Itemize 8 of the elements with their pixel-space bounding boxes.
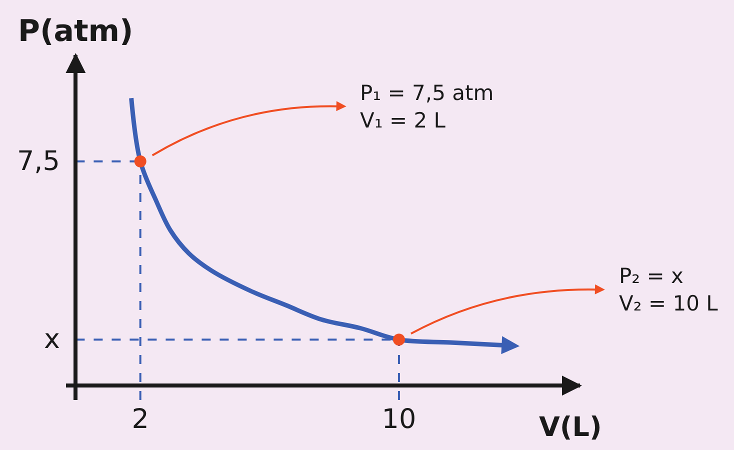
x-axis-title: V(L) — [539, 412, 602, 443]
y-axis-title: P(atm) — [18, 14, 134, 49]
x-tick-label: 2 — [132, 404, 149, 435]
annotation: P₁ = 7,5 atm V₁ = 2 L — [360, 81, 494, 132]
x-tick-label: 10 — [382, 404, 416, 435]
text: 7,5 — [17, 146, 60, 177]
text: P₂ = x V₂ = 10 L — [619, 264, 718, 316]
text: x — [44, 324, 60, 355]
